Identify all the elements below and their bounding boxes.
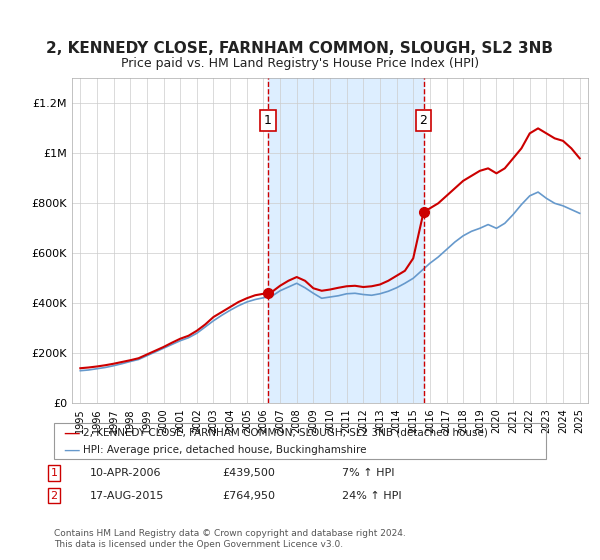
Text: Price paid vs. HM Land Registry's House Price Index (HPI): Price paid vs. HM Land Registry's House … [121,57,479,70]
Text: 10-APR-2006: 10-APR-2006 [90,468,161,478]
Text: 2: 2 [50,491,58,501]
Text: 24% ↑ HPI: 24% ↑ HPI [342,491,401,501]
Text: 2: 2 [419,114,427,127]
Text: £764,950: £764,950 [222,491,275,501]
Text: 1: 1 [264,114,272,127]
Text: 2, KENNEDY CLOSE, FARNHAM COMMON, SLOUGH, SL2 3NB (detached house): 2, KENNEDY CLOSE, FARNHAM COMMON, SLOUGH… [83,428,488,438]
Text: 2, KENNEDY CLOSE, FARNHAM COMMON, SLOUGH, SL2 3NB: 2, KENNEDY CLOSE, FARNHAM COMMON, SLOUGH… [47,41,554,56]
Bar [268,78,424,403]
Text: —: — [63,441,80,459]
Text: —: — [63,424,80,442]
Text: 1: 1 [50,468,58,478]
Text: £439,500: £439,500 [222,468,275,478]
Text: 7% ↑ HPI: 7% ↑ HPI [342,468,395,478]
Text: Contains HM Land Registry data © Crown copyright and database right 2024.
This d: Contains HM Land Registry data © Crown c… [54,529,406,549]
Text: 17-AUG-2015: 17-AUG-2015 [90,491,164,501]
Text: HPI: Average price, detached house, Buckinghamshire: HPI: Average price, detached house, Buck… [83,445,366,455]
